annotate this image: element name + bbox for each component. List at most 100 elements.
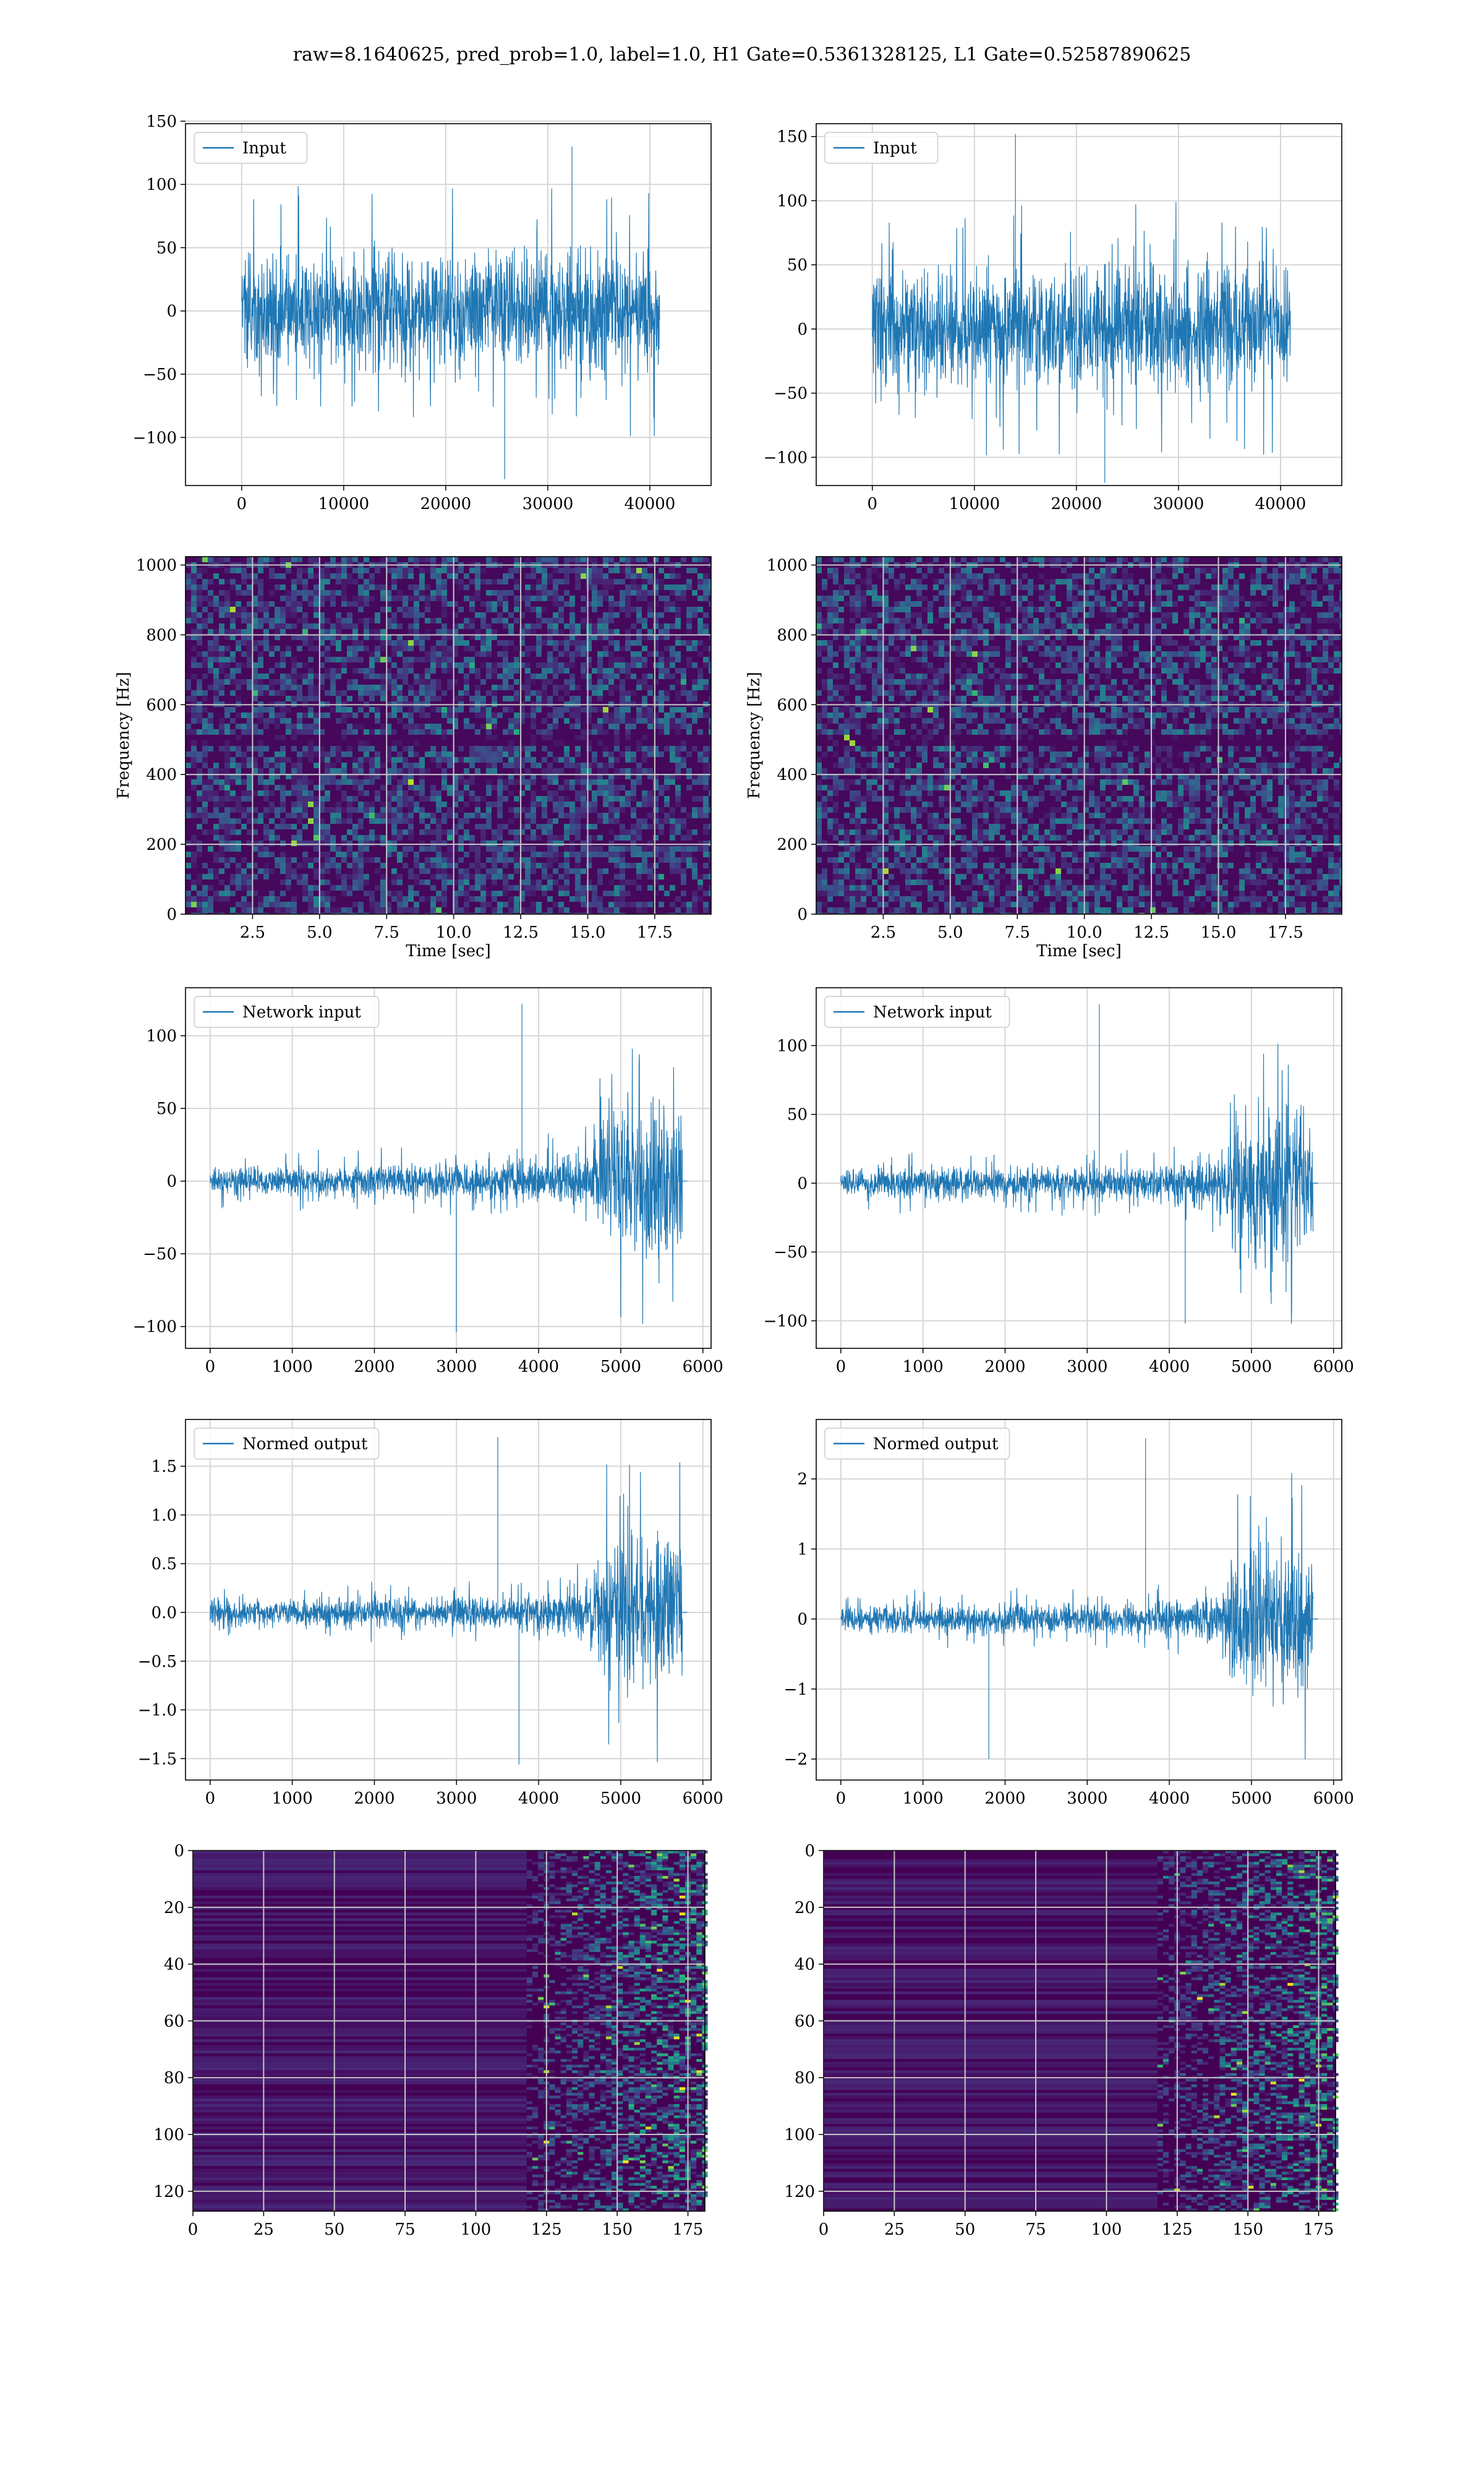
spectrogram-cell <box>369 657 375 662</box>
spectrogram-cell <box>269 646 275 651</box>
spectrogram-cell <box>1317 668 1323 674</box>
spectrogram-cell <box>855 679 861 685</box>
spectrogram-cell <box>547 735 553 740</box>
spectrogram-cell <box>1117 584 1122 590</box>
spectrogram-cell <box>464 618 469 623</box>
spectrogram-cell <box>519 757 525 763</box>
spectrogram-cell <box>905 646 911 651</box>
spectrogram-cell <box>597 651 603 657</box>
spectrogram-cell <box>1000 629 1005 635</box>
spectrogram-cell <box>586 729 592 735</box>
spectrogram-cell <box>386 757 391 763</box>
spectrogram-cell <box>592 579 597 584</box>
spectrogram-cell <box>341 662 347 668</box>
spectrogram-cell <box>397 852 403 857</box>
spectrogram-cell <box>569 779 575 785</box>
spectrogram-cell <box>1017 646 1022 651</box>
spectrogram-cell <box>1256 612 1261 618</box>
spectrogram-cell <box>1328 596 1334 601</box>
spectrogram-cell <box>341 573 347 579</box>
spectrogram-cell <box>586 785 592 790</box>
spectrogram-cell <box>453 880 458 885</box>
spectrogram-cell <box>186 902 191 907</box>
spectrogram-cell <box>536 707 542 713</box>
spectrogram-cell <box>664 779 670 785</box>
spectrogram-cell <box>297 829 302 835</box>
spectrogram-cell <box>358 607 364 612</box>
spectrogram-cell <box>961 651 966 657</box>
spectrogram-cell <box>703 802 709 807</box>
spectrogram-cell <box>681 763 686 768</box>
spectrogram-cell <box>1050 596 1055 601</box>
spectrogram-cell <box>419 896 425 902</box>
spectrogram-cell <box>224 807 230 813</box>
spectrogram-cell <box>636 629 642 635</box>
spectrogram-cell <box>597 668 603 674</box>
spectrogram-cell <box>191 674 197 679</box>
spectrogram-cell <box>358 818 364 824</box>
spectrogram-cell <box>352 824 358 829</box>
spectrogram-cell <box>380 729 386 735</box>
spectrogram-cell <box>308 757 313 763</box>
spectrogram-cell <box>375 568 380 573</box>
spectrogram-cell <box>364 813 369 818</box>
spectrogram-cell <box>564 651 569 657</box>
spectrogram-cell <box>653 779 659 785</box>
spectrogram-cell <box>186 896 191 902</box>
spectrogram-cell <box>597 768 603 774</box>
spectrogram-cell <box>297 763 302 768</box>
spectrogram-cell <box>1156 607 1161 612</box>
spectrogram-cell <box>664 635 670 640</box>
spectrogram-cell <box>608 779 614 785</box>
spectrogram-cell <box>291 579 297 584</box>
spectrogram-cell <box>269 891 275 896</box>
spectrogram-cell <box>280 596 286 601</box>
spectrogram-cell <box>525 685 531 690</box>
spectrogram-cell <box>341 690 347 696</box>
spectrogram-cell <box>1072 662 1078 668</box>
spectrogram-cell <box>670 584 675 590</box>
spectrogram-cell <box>1139 601 1145 607</box>
spectrogram-cell <box>297 841 302 846</box>
spectrogram-cell <box>447 763 453 768</box>
spectrogram-cell <box>414 768 419 774</box>
spectrogram-cell <box>1306 573 1311 579</box>
spectrogram-cell <box>531 852 536 857</box>
spectrogram-cell <box>542 674 547 679</box>
spectrogram-cell <box>838 618 844 623</box>
spectrogram-cell <box>631 779 636 785</box>
spectrogram-cell <box>553 596 558 601</box>
spectrogram-cell <box>252 573 258 579</box>
spectrogram-cell <box>352 779 358 785</box>
spectrogram-cell <box>397 685 403 690</box>
spectrogram-cell <box>927 662 933 668</box>
spectrogram-cell <box>681 746 686 751</box>
spectrogram-cell <box>414 690 419 696</box>
spectrogram-cell <box>230 651 236 657</box>
spectrogram-cell <box>692 713 697 718</box>
spectrogram-cell <box>202 796 208 802</box>
series-line <box>241 146 660 479</box>
spectrogram-cell <box>430 724 436 729</box>
spectrogram-cell <box>341 796 347 802</box>
spectrogram-cell <box>850 618 855 623</box>
y-tick-label: 200 <box>146 836 177 854</box>
spectrogram-cell <box>709 751 711 757</box>
spectrogram-cell <box>833 579 838 584</box>
spectrogram-cell <box>642 635 647 640</box>
spectrogram-cell <box>647 607 653 612</box>
spectrogram-cell <box>1278 629 1284 635</box>
spectrogram-cell <box>1261 612 1267 618</box>
spectrogram-cell <box>1267 635 1273 640</box>
spectrogram-cell <box>531 596 536 601</box>
spectrogram-cell <box>642 846 647 852</box>
spectrogram-cell <box>1317 635 1323 640</box>
spectrogram-cell <box>469 668 475 674</box>
spectrogram-cell <box>675 802 681 807</box>
spectrogram-cell <box>1323 596 1328 601</box>
spectrogram-cell <box>603 618 608 623</box>
spectrogram-cell <box>620 852 625 857</box>
spectrogram-cell <box>844 657 850 662</box>
spectrogram-cell <box>425 880 430 885</box>
spectrogram-cell <box>403 902 408 907</box>
